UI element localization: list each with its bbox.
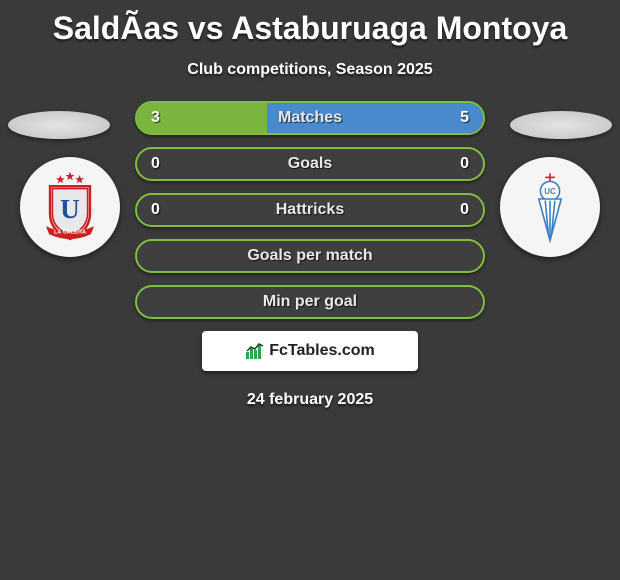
stat-value-left: 0 (151, 155, 160, 173)
svg-text:U: U (60, 194, 80, 224)
crest-left-banner-text: LA CALERA (54, 229, 86, 235)
footer-date: 24 february 2025 (0, 391, 620, 409)
team-crest-right: UC (500, 157, 600, 257)
stat-label: Goals (288, 155, 332, 173)
crest-left-svg: U LA CALERA (30, 167, 110, 247)
player-photo-placeholder-right (510, 111, 612, 139)
stat-value-right: 0 (460, 155, 469, 173)
stat-value-right: 5 (460, 109, 469, 127)
player-photo-placeholder-left (8, 111, 110, 139)
stat-value-right: 0 (460, 201, 469, 219)
crest-right-svg: UC (510, 167, 590, 247)
stats-list: 3 5 Matches 0 0 Goals 0 0 Hattricks Goals per mat… (135, 101, 485, 319)
source-banner-text: FcTables.com (269, 342, 375, 360)
stat-row: 3 5 Matches (135, 101, 485, 135)
stat-value-left: 0 (151, 201, 160, 219)
team-crest-left: U LA CALERA (20, 157, 120, 257)
stat-label: Goals per match (247, 247, 372, 265)
stat-label: Matches (278, 109, 342, 127)
stat-row: Min per goal (135, 285, 485, 319)
stat-value-left: 3 (151, 109, 160, 127)
svg-text:UC: UC (544, 187, 556, 196)
page-subtitle: Club competitions, Season 2025 (0, 61, 620, 79)
stat-row: 0 0 Hattricks (135, 193, 485, 227)
bars-icon (245, 342, 265, 360)
comparison-area: U LA CALERA UC 3 5 Matches 0 0 Goals 0 0 Hattric… (0, 101, 620, 409)
stat-label: Min per goal (263, 293, 357, 311)
stat-label: Hattricks (276, 201, 344, 219)
stat-row: Goals per match (135, 239, 485, 273)
stat-row: 0 0 Goals (135, 147, 485, 181)
source-banner: FcTables.com (202, 331, 418, 371)
page-title: SaldÃ­as vs Astaburuaga Montoya (0, 0, 620, 47)
